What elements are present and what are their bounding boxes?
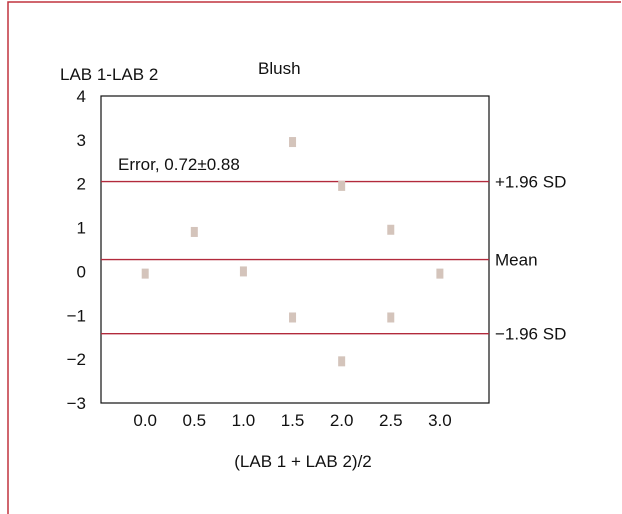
plot-area bbox=[100, 95, 490, 404]
reference-lines: +1.96 SD Mean −1.96 SD bbox=[101, 173, 566, 344]
data-point bbox=[141, 268, 149, 279]
x-tick-label: 3.0 bbox=[428, 411, 452, 430]
reference-line-label: Mean bbox=[495, 251, 538, 270]
data-point bbox=[338, 356, 346, 367]
x-tick-label: 0.0 bbox=[133, 411, 157, 430]
error-annotation: Error, 0.72±0.88 bbox=[118, 155, 240, 174]
y-tick-label: 1 bbox=[77, 219, 86, 238]
x-tick-label: 1.0 bbox=[232, 411, 256, 430]
y-tick-label: 4 bbox=[77, 87, 86, 106]
y-tick-labels: 4 3 2 1 0 −1 −2 −3 bbox=[67, 87, 86, 413]
y-tick-label: −3 bbox=[67, 394, 86, 413]
figure-border bbox=[7, 1, 621, 514]
data-points bbox=[141, 137, 444, 367]
data-point bbox=[436, 268, 444, 279]
chart-title: Blush bbox=[258, 59, 301, 78]
x-axis-label: (LAB 1 + LAB 2)/2 bbox=[234, 452, 372, 471]
reference-line-label: +1.96 SD bbox=[495, 173, 566, 192]
x-tick-label: 2.0 bbox=[330, 411, 354, 430]
reference-line-label: −1.96 SD bbox=[495, 325, 566, 344]
data-point bbox=[190, 226, 198, 237]
data-point bbox=[338, 180, 346, 191]
data-point bbox=[239, 266, 247, 277]
x-tick-labels: 0.0 0.5 1.0 1.5 2.0 2.5 3.0 bbox=[133, 411, 451, 430]
y-tick-label: 3 bbox=[77, 131, 86, 150]
y-axis-label: LAB 1-LAB 2 bbox=[60, 65, 158, 84]
data-point bbox=[289, 137, 297, 148]
y-tick-label: 2 bbox=[77, 175, 86, 194]
x-tick-label: 1.5 bbox=[281, 411, 305, 430]
x-tick-label: 2.5 bbox=[379, 411, 403, 430]
y-tick-label: 0 bbox=[77, 262, 86, 281]
data-point bbox=[289, 312, 297, 323]
data-point bbox=[387, 224, 395, 235]
x-tick-label: 0.5 bbox=[182, 411, 206, 430]
data-point bbox=[387, 312, 395, 323]
y-tick-label: −2 bbox=[67, 350, 86, 369]
y-tick-label: −1 bbox=[67, 306, 86, 325]
